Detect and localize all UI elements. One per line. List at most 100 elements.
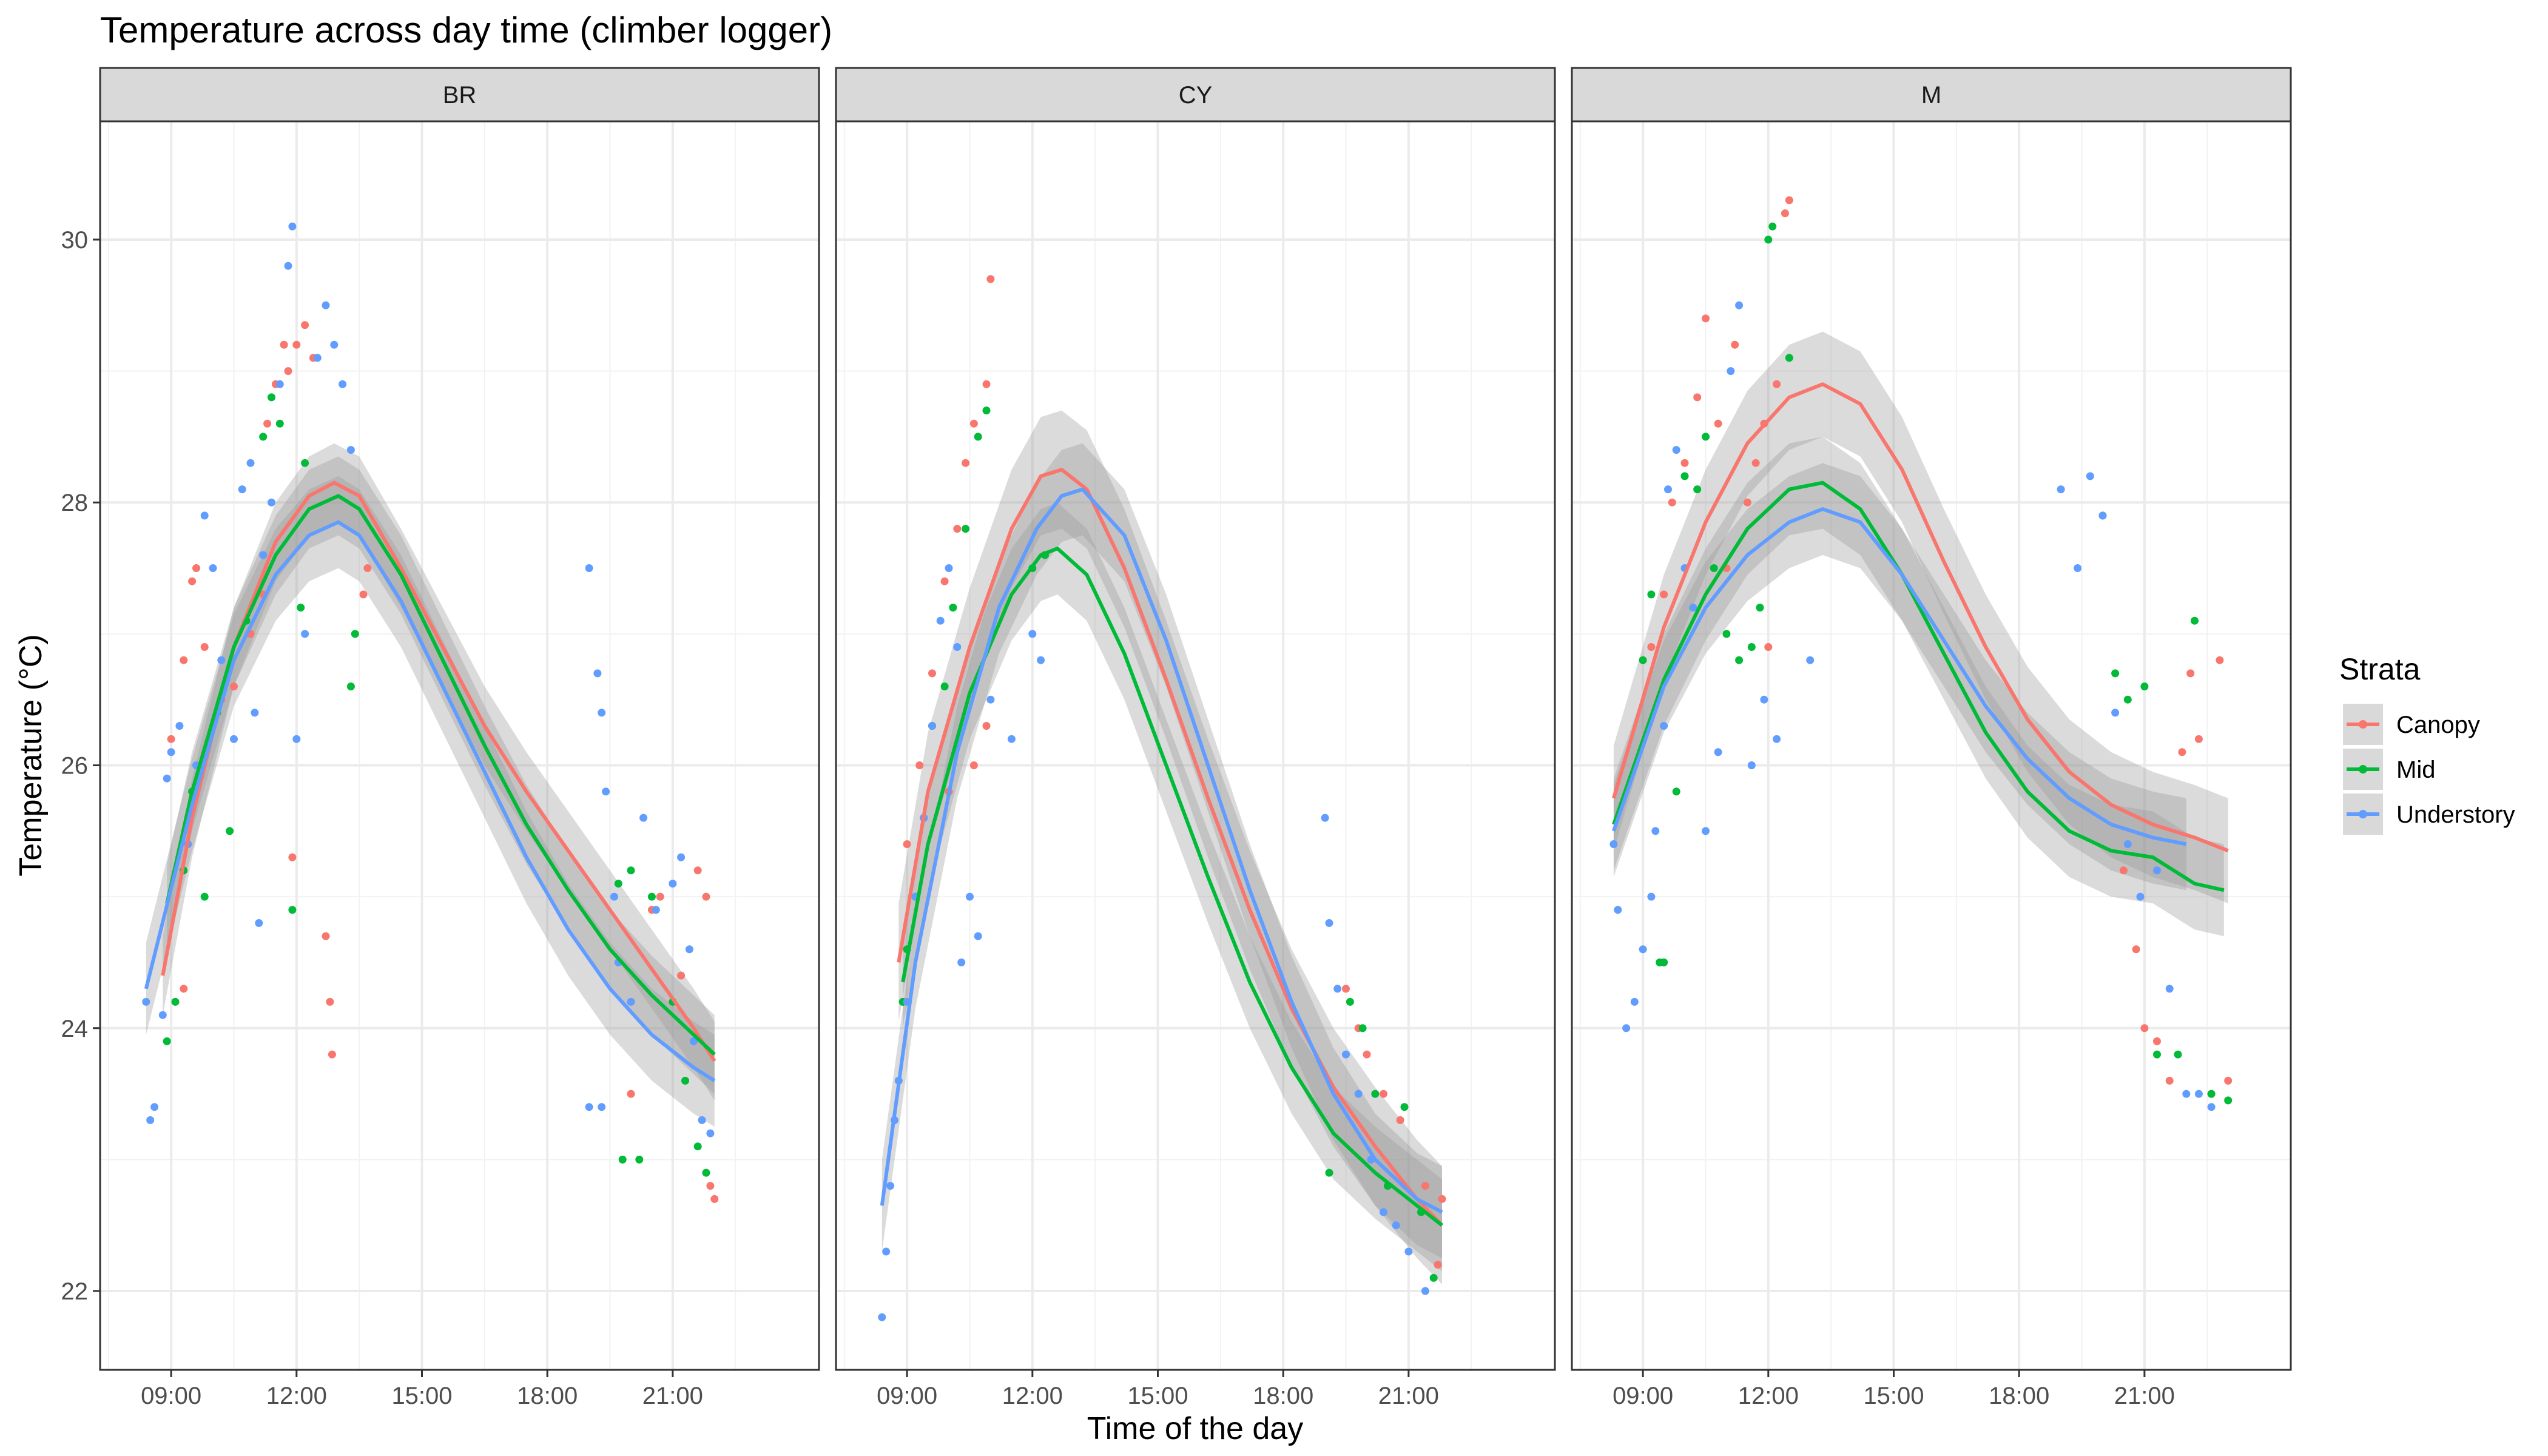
point-mid xyxy=(2191,616,2199,625)
point-understory xyxy=(142,997,150,1006)
point-understory xyxy=(986,695,995,704)
legend-key-point xyxy=(2359,765,2367,774)
point-canopy xyxy=(1647,643,1656,651)
point-mid xyxy=(627,866,635,875)
x-tick-label: 21:00 xyxy=(642,1383,703,1409)
chart-title: Temperature across day time (climber log… xyxy=(100,10,832,50)
panel-cy: CY 09:00 12:00 15:00 18:00 21:00 xyxy=(835,67,1556,1409)
y-tick-label: 22 xyxy=(61,1278,89,1305)
ci-ribbon-mid xyxy=(903,502,1442,1272)
point-understory xyxy=(627,997,635,1006)
point-mid xyxy=(2224,1096,2233,1105)
x-axis-ticks: 09:00 12:00 15:00 18:00 21:00 xyxy=(141,1370,703,1409)
point-understory xyxy=(146,1116,155,1124)
ci-ribbon-mid xyxy=(167,456,715,1094)
point-mid xyxy=(163,1037,171,1045)
legend: Strata Canopy Mid Understory xyxy=(2339,652,2515,835)
point-canopy xyxy=(2194,735,2203,743)
point-understory xyxy=(268,498,275,507)
point-canopy xyxy=(1781,209,1789,218)
point-understory xyxy=(1664,485,1672,494)
point-understory xyxy=(2111,709,2120,717)
plot-background xyxy=(1572,121,2291,1370)
legend-key-understory: Understory xyxy=(2343,794,2515,835)
point-canopy xyxy=(903,840,911,848)
point-mid xyxy=(1756,604,1764,612)
point-understory xyxy=(1028,630,1037,638)
point-understory xyxy=(585,1103,593,1111)
y-axis-ticks: 22 24 26 28 30 xyxy=(61,227,100,1305)
x-tick-label: 09:00 xyxy=(877,1383,937,1409)
point-mid xyxy=(301,459,309,467)
point-mid xyxy=(1647,590,1656,599)
point-understory xyxy=(217,656,226,664)
point-mid xyxy=(1710,564,1718,572)
point-canopy xyxy=(693,866,702,875)
legend-key-mid: Mid xyxy=(2343,749,2435,790)
ci-ribbon-canopy xyxy=(1613,331,2228,903)
point-canopy xyxy=(230,682,238,690)
point-mid xyxy=(1693,485,1702,494)
point-understory xyxy=(928,722,936,730)
point-canopy xyxy=(982,722,991,730)
plot-background xyxy=(100,121,819,1370)
x-tick-label: 21:00 xyxy=(2114,1383,2175,1409)
point-canopy xyxy=(1785,196,1793,204)
ci-ribbon-understory xyxy=(146,476,715,1127)
x-tick-label: 12:00 xyxy=(1002,1383,1063,1409)
point-understory xyxy=(1689,604,1697,612)
point-mid xyxy=(1735,656,1744,664)
point-mid xyxy=(226,827,234,835)
ci-ribbon-mid xyxy=(1613,436,2224,937)
point-understory xyxy=(2194,1090,2203,1098)
point-mid xyxy=(974,433,982,441)
point-understory xyxy=(2086,472,2094,480)
point-canopy xyxy=(1714,419,1722,428)
point-mid xyxy=(297,604,305,612)
point-understory xyxy=(330,340,339,349)
point-understory xyxy=(2057,485,2065,494)
legend-title: Strata xyxy=(2339,652,2421,686)
point-canopy xyxy=(982,380,991,388)
point-understory xyxy=(2123,840,2132,848)
point-mid xyxy=(1371,1090,1380,1098)
point-understory xyxy=(2207,1103,2216,1111)
point-mid xyxy=(1639,656,1647,664)
y-tick-label: 30 xyxy=(61,227,89,254)
panel-br: BR 09:00 12:00 15:00 18:00 21:00 22 24 26 28 30 xyxy=(61,67,820,1409)
point-canopy xyxy=(180,985,188,993)
point-canopy xyxy=(706,1182,715,1190)
point-canopy xyxy=(627,1090,635,1098)
legend-key-canopy: Canopy xyxy=(2343,704,2480,745)
point-canopy xyxy=(710,1195,719,1203)
x-axis-ticks: 09:00 12:00 15:00 18:00 21:00 xyxy=(877,1370,1439,1409)
x-tick-label: 12:00 xyxy=(266,1383,327,1409)
point-canopy xyxy=(1668,498,1676,507)
scatter-points xyxy=(1609,196,2233,1111)
point-mid xyxy=(1400,1103,1409,1111)
scatter-points xyxy=(878,275,1446,1321)
x-tick-label: 09:00 xyxy=(1613,1383,1673,1409)
point-mid xyxy=(982,406,991,415)
x-axis-title: Time of the day xyxy=(1087,1411,1303,1446)
y-tick-label: 28 xyxy=(61,490,89,516)
point-canopy xyxy=(1363,1050,1371,1059)
point-understory xyxy=(1672,446,1680,454)
point-understory xyxy=(288,222,297,231)
x-tick-label: 18:00 xyxy=(1253,1383,1313,1409)
point-canopy xyxy=(953,525,962,533)
point-understory xyxy=(2153,866,2161,875)
point-understory xyxy=(1760,695,1768,704)
point-canopy xyxy=(200,643,209,651)
point-mid xyxy=(681,1076,689,1085)
smooth-line-canopy xyxy=(1612,382,2229,853)
confidence-ribbons xyxy=(1613,331,2228,937)
point-canopy xyxy=(1421,1182,1429,1190)
point-mid xyxy=(259,433,268,441)
point-understory xyxy=(1773,735,1781,743)
point-canopy xyxy=(2119,866,2128,875)
point-mid xyxy=(2123,695,2132,704)
point-understory xyxy=(593,669,602,678)
point-canopy xyxy=(1434,1261,1442,1269)
